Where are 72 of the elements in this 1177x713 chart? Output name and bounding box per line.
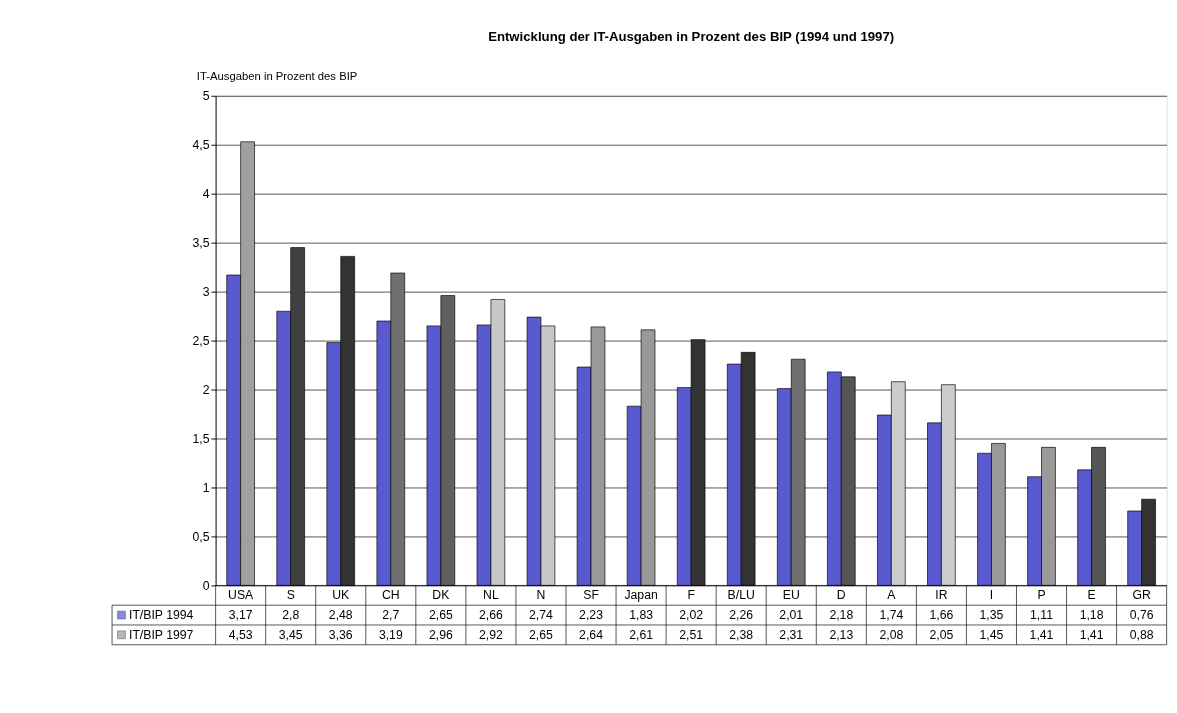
y-tick-label: 2,5 xyxy=(192,333,210,348)
x-tick-label: UK xyxy=(332,588,351,603)
data-label: 0,76 xyxy=(1129,607,1154,622)
x-tick-label: B/LU xyxy=(727,588,755,603)
data-label: 1,45 xyxy=(979,627,1004,642)
x-tick-label: I xyxy=(989,588,994,603)
y-tick-label: 3,5 xyxy=(192,235,210,250)
x-tick-label: EU xyxy=(782,588,800,603)
data-label: 1,83 xyxy=(629,607,654,622)
x-tick-label: IR xyxy=(935,588,948,603)
x-tick-label: D xyxy=(836,588,846,603)
data-label: 2,26 xyxy=(729,607,754,622)
x-tick-label: DK xyxy=(432,588,451,603)
x-tick-label: P xyxy=(1037,588,1046,603)
data-label: 2,8 xyxy=(282,607,300,622)
data-label: 2,01 xyxy=(779,607,804,622)
data-label: 2,65 xyxy=(428,607,453,622)
data-label: 2,96 xyxy=(428,627,453,642)
data-label: 2,48 xyxy=(328,607,353,622)
x-tick-label: SF xyxy=(583,588,599,603)
x-tick-label: Japan xyxy=(624,588,658,603)
data-label: 1,18 xyxy=(1079,607,1104,622)
data-label: 3,36 xyxy=(328,627,353,642)
data-label: 2,13 xyxy=(829,627,854,642)
data-label: 2,08 xyxy=(879,627,904,642)
x-tick-label: USA xyxy=(228,588,255,603)
x-tick-label: F xyxy=(687,588,695,603)
data-label: 2,65 xyxy=(529,627,554,642)
y-tick-label: 0,5 xyxy=(192,529,210,544)
data-label: 3,17 xyxy=(228,607,253,622)
data-label: 4,53 xyxy=(228,627,253,642)
data-label: 2,7 xyxy=(382,607,400,622)
data-label: 2,31 xyxy=(779,627,804,642)
data-label: 2,92 xyxy=(479,627,504,642)
x-tick-label: NL xyxy=(483,588,499,603)
data-label: 3,45 xyxy=(278,627,303,642)
x-tick-label: E xyxy=(1087,588,1096,603)
y-tick-label: 3 xyxy=(202,284,210,299)
data-label: 1,66 xyxy=(929,607,954,622)
x-tick-label: N xyxy=(536,588,546,603)
x-tick-label: S xyxy=(286,588,295,603)
data-label: 2,74 xyxy=(529,607,554,622)
y-tick-label: 1,5 xyxy=(192,431,210,446)
data-label: 2,64 xyxy=(579,627,604,642)
data-label: 2,38 xyxy=(729,627,754,642)
data-label: 0,88 xyxy=(1129,627,1154,642)
x-tick-label: GR xyxy=(1132,588,1151,603)
y-tick-label: 2 xyxy=(202,382,210,397)
data-label: 3,19 xyxy=(378,627,403,642)
data-label: 2,02 xyxy=(679,607,704,622)
data-label: 1,35 xyxy=(979,607,1004,622)
legend-label: IT/BIP 1997 xyxy=(129,627,194,642)
data-label: 2,18 xyxy=(829,607,854,622)
data-label: 2,51 xyxy=(679,627,704,642)
y-tick-label: 0 xyxy=(202,578,210,593)
y-axis-title: IT-Ausgaben in Prozent des BIP xyxy=(196,69,358,82)
legend-label: IT/BIP 1994 xyxy=(129,607,194,622)
data-label: 2,66 xyxy=(479,607,504,622)
data-label: 1,74 xyxy=(879,607,904,622)
chart-title: Entwicklung der IT-Ausgaben in Prozent des BIP (1994 und 1997) xyxy=(488,29,895,45)
data-label: 1,11 xyxy=(1030,607,1054,622)
y-tick-label: 1 xyxy=(202,480,210,495)
data-label: 1,41 xyxy=(1029,627,1054,642)
data-label: 1,41 xyxy=(1079,627,1104,642)
x-tick-label: CH xyxy=(381,588,400,603)
data-label: 2,61 xyxy=(629,627,654,642)
x-tick-label: A xyxy=(887,588,897,603)
data-label: 2,23 xyxy=(579,607,604,622)
y-tick-label: 4,5 xyxy=(192,137,210,152)
data-label: 2,05 xyxy=(929,627,954,642)
y-tick-label: 4 xyxy=(202,186,210,201)
y-tick-label: 5 xyxy=(202,89,210,104)
